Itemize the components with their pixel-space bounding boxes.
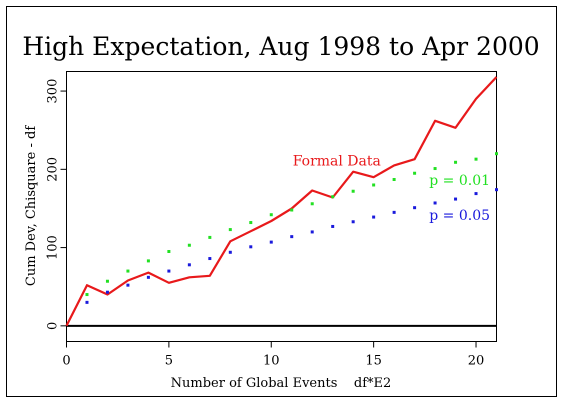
series-point-p-0-01 [290, 208, 294, 212]
y-tick-label: 200 [46, 157, 61, 182]
series-point-p-0-05 [310, 230, 314, 234]
series-point-p-0-05 [228, 250, 232, 254]
y-tick-label: 300 [46, 79, 61, 104]
series-point-p-0-01 [413, 171, 417, 175]
series-point-p-0-01 [269, 213, 273, 217]
figure-border [6, 6, 557, 397]
series-point-p-0-01 [310, 202, 314, 206]
series-point-p-0-01 [228, 228, 232, 232]
series-point-p-0-05 [392, 210, 396, 214]
annotation-label: Formal Data [293, 153, 381, 169]
y-tick-label: 100 [46, 235, 61, 260]
series-point-p-0-01 [208, 235, 212, 239]
series-point-p-0-01 [105, 279, 109, 283]
series-point-p-0-01 [433, 167, 437, 171]
series-point-p-0-05 [433, 201, 437, 205]
series-point-p-0-05 [249, 245, 253, 249]
x-axis-label: Number of Global Events df*E2 [171, 376, 392, 391]
series-point-p-0-05 [208, 257, 212, 261]
x-tick-label: 0 [62, 354, 70, 369]
series-point-p-0-05 [146, 275, 150, 279]
annotation-label: p = 0.05 [429, 208, 490, 224]
series-point-p-0-05 [495, 188, 498, 192]
series-point-p-0-05 [454, 197, 458, 201]
series-point-p-0-01 [146, 259, 150, 263]
series-point-p-0-05 [331, 224, 335, 228]
annotation-label: p = 0.01 [429, 173, 490, 189]
series-point-p-0-05 [290, 235, 294, 239]
x-tick-label: 5 [165, 354, 173, 369]
series-point-p-0-05 [187, 263, 191, 267]
series-point-p-0-05 [351, 220, 355, 224]
chart-title: High Expectation, Aug 1998 to Apr 2000 [22, 32, 539, 61]
series-point-p-0-05 [126, 283, 130, 287]
series-point-p-0-05 [167, 269, 171, 273]
x-tick-label: 10 [263, 354, 280, 369]
series-point-p-0-01 [331, 195, 335, 199]
series-point-p-0-05 [105, 290, 109, 294]
series-point-p-0-01 [187, 243, 191, 247]
series-point-p-0-05 [372, 215, 376, 219]
series-point-p-0-01 [495, 152, 498, 156]
series-point-p-0-05 [413, 206, 417, 210]
series-point-p-0-01 [126, 269, 130, 273]
series-point-p-0-01 [454, 160, 458, 164]
series-point-p-0-01 [474, 157, 478, 161]
series-point-p-0-01 [249, 221, 253, 225]
plot-area [66, 71, 497, 342]
series-line-formal-data [65, 76, 498, 327]
series-point-p-0-05 [85, 300, 89, 304]
series-point-p-0-01 [167, 250, 171, 253]
series-point-p-0-05 [269, 240, 273, 244]
series-point-p-0-01 [392, 178, 396, 181]
series-point-p-0-01 [351, 189, 355, 193]
y-tick-label: 0 [46, 322, 61, 330]
x-tick-label: 20 [468, 354, 485, 369]
series-point-p-0-01 [372, 183, 376, 187]
x-tick-label: 15 [365, 354, 382, 369]
series-point-p-0-05 [474, 192, 478, 196]
y-axis-label: Cum Dev, Chisquare - df [24, 125, 39, 286]
series-point-p-0-01 [85, 293, 89, 297]
